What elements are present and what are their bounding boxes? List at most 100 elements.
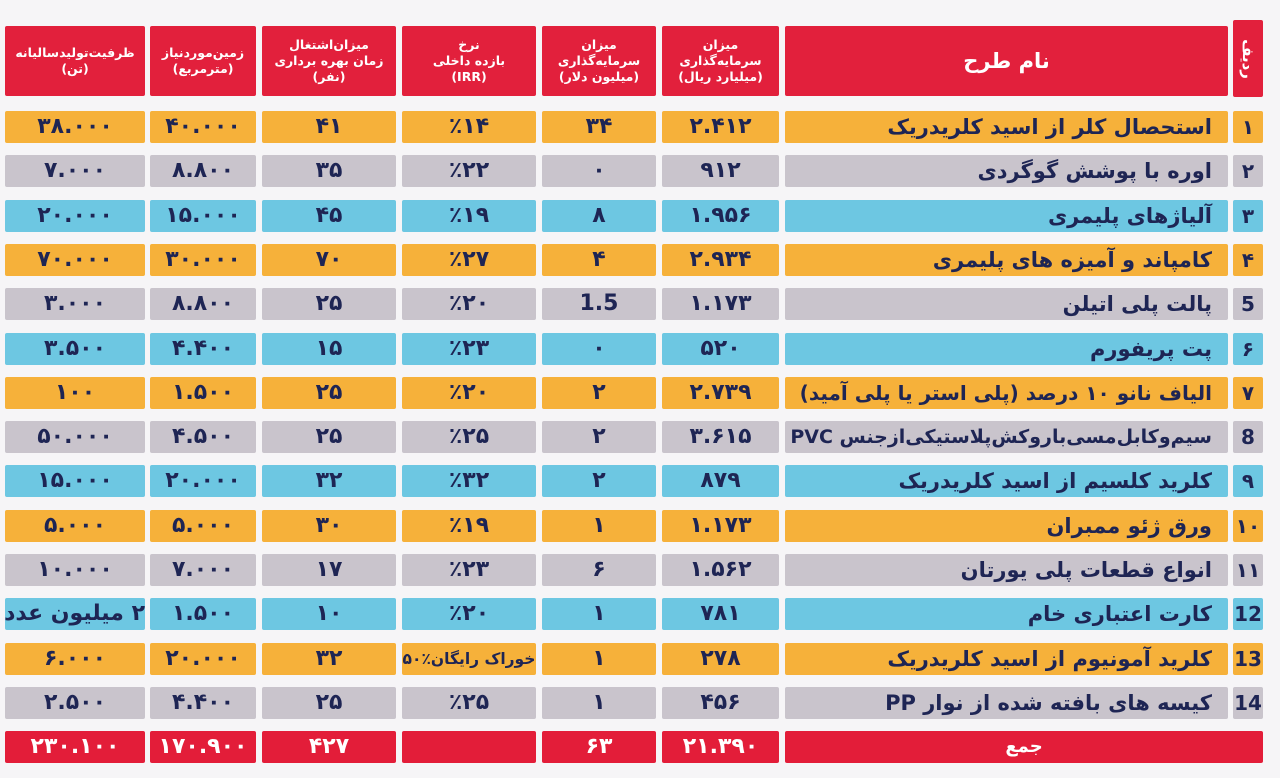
capacity-cell: ۱۰۰ <box>5 376 145 409</box>
project-name-cell: کامپاند و آمیزه های پلیمری <box>785 243 1228 276</box>
capacity-cell: ۱۰.۰۰۰ <box>5 554 145 586</box>
land-cell: ۲۰.۰۰۰ <box>150 465 256 498</box>
table-row: ۲ اوره با پوشش گوگردی ۹۱۲ ۰ ٪۲۲ ۳۵ ۸.۸۰۰ ۷.۰۰۰ <box>0 155 1280 188</box>
irr-cell: ٪۲۰ <box>402 376 536 409</box>
investment-rial-cell: ۱.۱۷۳ <box>662 288 779 321</box>
land-cell: ۴.۵۰۰ <box>150 421 256 454</box>
capacity-cell: ۶.۰۰۰ <box>5 642 145 675</box>
investment-rial-cell: ۴۵۶ <box>662 686 779 719</box>
irr-cell: ٪۲۳ <box>402 554 536 586</box>
total-row: ۲۳۰.۱۰۰ ۱۷۰.۹۰۰ ۴۲۷ ۶۳ ۲۱.۳۹۰ جمع <box>0 731 1280 763</box>
table-row: ۱۱ انواع قطعات پلی یورتان ۱.۵۶۲ ۶ ٪۲۳ ۱۷ ۷.۰۰۰… <box>0 554 1280 586</box>
capacity-total-cell: ۲۳۰.۱۰۰ <box>5 731 145 763</box>
employment-total-cell: ۴۲۷ <box>262 731 396 763</box>
irr-cell: ٪۲۳ <box>402 332 536 365</box>
row-number-cell: 8 <box>1233 421 1263 454</box>
employment-cell: ۲۵ <box>262 421 396 454</box>
header-row-number: ردیف <box>1233 20 1263 97</box>
project-name-cell: اوره با پوشش گوگردی <box>785 155 1228 188</box>
irr-cell: ٪۱۹ <box>402 509 536 542</box>
row-number-cell: ۱ <box>1233 111 1263 143</box>
investment-rial-cell: ۲.۷۳۹ <box>662 376 779 409</box>
capacity-cell: ۳.۵۰۰ <box>5 332 145 365</box>
capacity-cell: ۷۰.۰۰۰ <box>5 243 145 276</box>
table-row: 5 پالت پلی اتیلن ۱.۱۷۳ 1.5 ٪۲۰ ۲۵ ۸.۸۰۰ ۳.۰۰۰ <box>0 288 1280 321</box>
project-name-cell: کیسه های بافته شده از نوار PP <box>785 686 1228 719</box>
investment-usd-cell: ۶ <box>542 554 656 586</box>
investment-rial-cell: ۷۸۱ <box>662 598 779 631</box>
investment-usd-cell: ۰ <box>542 155 656 188</box>
project-name-cell: پت پریفورم <box>785 332 1228 365</box>
table-row: ۳ آلیاژهای پلیمری ۱.۹۵۶ ۸ ٪۱۹ ۴۵ ۱۵.۰۰۰ ۲۰.۰۰۰ <box>0 199 1280 232</box>
investment-usd-cell: ۸ <box>542 199 656 232</box>
investment-rial-cell: ۲.۴۱۲ <box>662 111 779 143</box>
row-number-cell: 12 <box>1233 598 1263 631</box>
investment-rial-cell: ۱.۱۷۳ <box>662 509 779 542</box>
investment-rial-cell: ۱.۵۶۲ <box>662 554 779 586</box>
land-cell: ۱۵.۰۰۰ <box>150 199 256 232</box>
capacity-cell: ۲۰.۰۰۰ <box>5 199 145 232</box>
project-name-cell: کلرید آمونیوم از اسید کلریدریک <box>785 642 1228 675</box>
land-cell: ۴.۴۰۰ <box>150 332 256 365</box>
table-row: ۷ الیاف نانو ۱۰ درصد (پلی استر یا پلی آمی… <box>0 376 1280 409</box>
table-row: ۱۰ ورق ژئو ممبران ۱.۱۷۳ ۱ ٪۱۹ ۳۰ ۵.۰۰۰ ۵.۰۰۰ <box>0 509 1280 542</box>
project-name-cell: کلرید کلسیم از اسید کلریدریک <box>785 465 1228 498</box>
irr-cell: ٪۲۰ <box>402 288 536 321</box>
irr-cell: ٪۱۹ <box>402 199 536 232</box>
row-number-cell: ۹ <box>1233 465 1263 498</box>
investment-rial-cell: ۲۷۸ <box>662 642 779 675</box>
irr-cell: ٪۲۵ <box>402 421 536 454</box>
irr-cell: ٪۲۲ <box>402 155 536 188</box>
employment-cell: ۲۵ <box>262 686 396 719</box>
investment-usd-cell: ۱ <box>542 642 656 675</box>
land-cell: ۱.۵۰۰ <box>150 376 256 409</box>
investment-usd-cell: ۳۴ <box>542 111 656 143</box>
table-row: ۱ استحصال کلر از اسید کلریدریک ۲.۴۱۲ ۳۴ ٪۱۴ ۴… <box>0 111 1280 143</box>
table-row: ۹ کلرید کلسیم از اسید کلریدریک ۸۷۹ ۲ ٪۳۲ ۳۲ ۲۰… <box>0 465 1280 498</box>
row-number-cell: ۴ <box>1233 243 1263 276</box>
capacity-cell: ۵۰.۰۰۰ <box>5 421 145 454</box>
capacity-cell: ۲.۵۰۰ <box>5 686 145 719</box>
header-irr: نرخ بازده داخلی (IRR) <box>402 26 536 96</box>
irr-cell: خوراک رایگان٪۵۰ <box>402 642 536 675</box>
project-name-cell: سیم‌وکابل‌مسی‌باروکش‌پلاستیکی‌ازجنس PVC <box>785 421 1228 454</box>
employment-cell: ۳۰ <box>262 509 396 542</box>
irr-total-cell <box>402 731 536 763</box>
employment-cell: ۱۰ <box>262 598 396 631</box>
table-row: 13 کلرید آمونیوم از اسید کلریدریک ۲۷۸ ۱ خورا… <box>0 642 1280 675</box>
land-cell: ۲۰.۰۰۰ <box>150 642 256 675</box>
investment-rial-cell: ۵۲۰ <box>662 332 779 365</box>
employment-cell: ۴۱ <box>262 111 396 143</box>
investment-usd-cell: ۲ <box>542 421 656 454</box>
employment-cell: ۲۵ <box>262 376 396 409</box>
irr-cell: ٪۲۷ <box>402 243 536 276</box>
employment-cell: ۳۲ <box>262 642 396 675</box>
table-row: ۴ کامپاند و آمیزه های پلیمری ۲.۹۳۴ ۴ ٪۲۷ ۷۰ ۳۰… <box>0 243 1280 276</box>
row-number-cell: 5 <box>1233 288 1263 321</box>
row-number-cell: ۱۱ <box>1233 554 1263 586</box>
investment-usd-cell: ۱ <box>542 598 656 631</box>
investment-rial-cell: ۱.۹۵۶ <box>662 199 779 232</box>
land-cell: ۸.۸۰۰ <box>150 155 256 188</box>
land-cell: ۸.۸۰۰ <box>150 288 256 321</box>
employment-cell: ۲۵ <box>262 288 396 321</box>
employment-cell: ۳۵ <box>262 155 396 188</box>
row-number-cell: ۳ <box>1233 199 1263 232</box>
header-employment: میزان‌اشتغال زمان بهره برداری (نفر) <box>262 26 396 96</box>
irr-cell: ٪۲۵ <box>402 686 536 719</box>
employment-cell: ۱۷ <box>262 554 396 586</box>
table-row: 12 کارت اعتباری خام ۷۸۱ ۱ ٪۲۰ ۱۰ ۱.۵۰۰ ۲ میلیون… <box>0 598 1280 631</box>
land-cell: ۴.۴۰۰ <box>150 686 256 719</box>
investment-usd-cell: 1.5 <box>542 288 656 321</box>
employment-cell: ۴۵ <box>262 199 396 232</box>
irr-cell: ٪۲۰ <box>402 598 536 631</box>
row-number-cell: 14 <box>1233 686 1263 719</box>
table-row: 8 سیم‌وکابل‌مسی‌باروکش‌پلاستیکی‌ازجنس PVC… <box>0 421 1280 454</box>
row-number-cell: ۲ <box>1233 155 1263 188</box>
project-name-cell: کارت اعتباری خام <box>785 598 1228 631</box>
table-row: ۶ پت پریفورم ۵۲۰ ۰ ٪۲۳ ۱۵ ۴.۴۰۰ ۳.۵۰۰ <box>0 332 1280 365</box>
land-cell: ۱.۵۰۰ <box>150 598 256 631</box>
investment-rial-cell: ۳.۶۱۵ <box>662 421 779 454</box>
row-number-cell: 13 <box>1233 642 1263 675</box>
investment-rial-cell: ۲.۹۳۴ <box>662 243 779 276</box>
